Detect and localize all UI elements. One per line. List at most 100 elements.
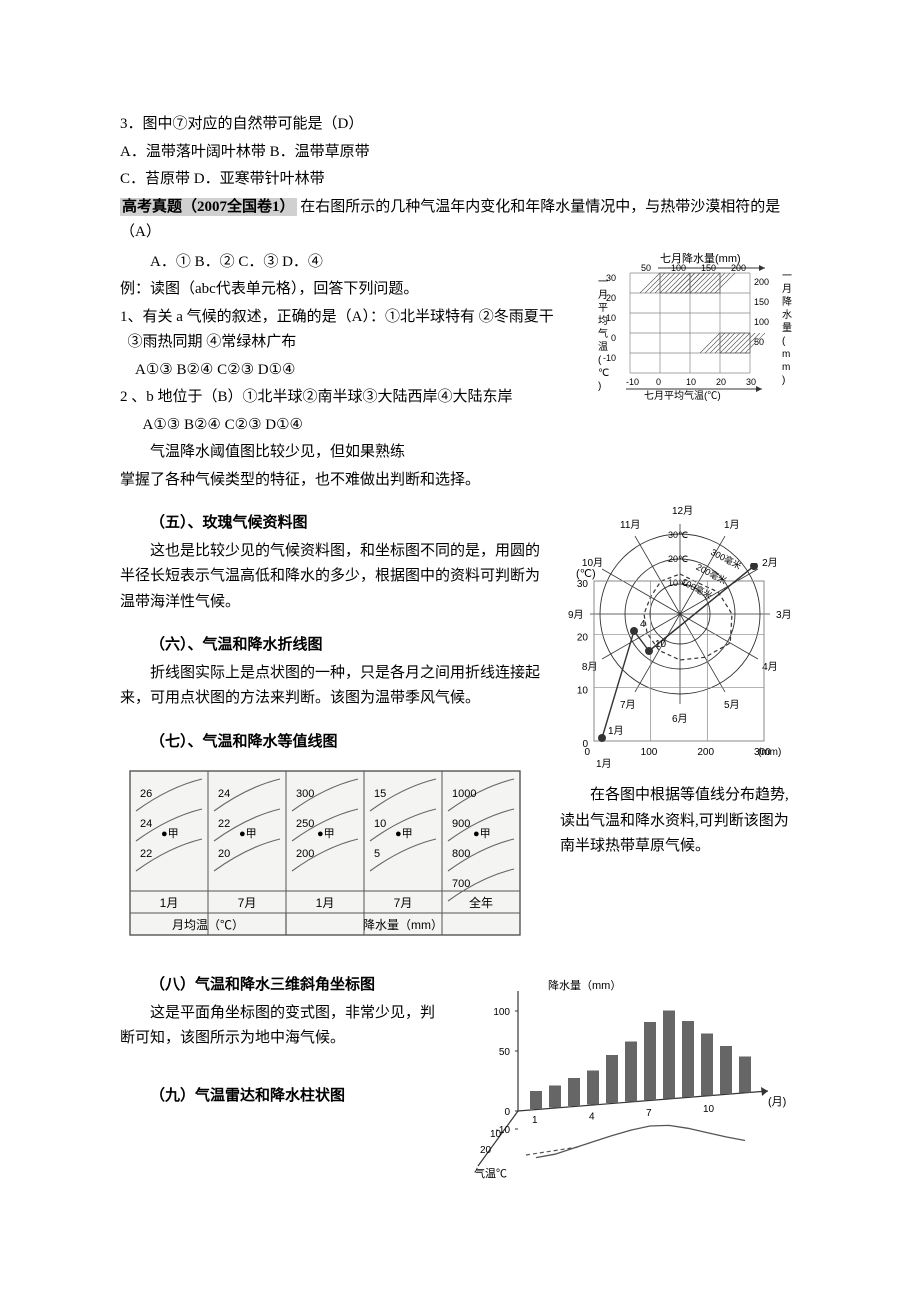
sec9-title: （九）气温雷达和降水柱状图 [120,1084,440,1110]
sec5-title: （五）、玫瑰气候资料图 [120,511,552,537]
svg-text:(月): (月) [768,1096,786,1108]
gaokao-opts: A．① B．② C．③ D．④ [120,250,572,276]
svg-text:100: 100 [493,1007,510,1018]
svg-text:4: 4 [589,1111,595,1122]
fig3-line-chart: (℃)3020100100200300(mm)1月410701月 [560,563,800,773]
svg-text:200: 200 [296,848,314,860]
q3-stem: 3．图中⑦对应的自然带可能是（D） [120,112,800,138]
svg-text:1月: 1月 [316,896,335,910]
svg-text:水: 水 [782,309,792,321]
svg-text:): ) [782,375,785,386]
svg-text:月均温（℃）: 月均温（℃） [172,918,244,932]
sec7-title: （七）、气温和降水等值线图 [120,730,552,756]
svg-text:10: 10 [374,818,386,830]
svg-text:10: 10 [655,639,667,650]
svg-text:30℃: 30℃ [668,530,688,540]
svg-text:20: 20 [218,848,230,860]
svg-text:10: 10 [577,686,589,697]
svg-text:15: 15 [374,788,386,800]
svg-text:24: 24 [140,818,152,830]
svg-text:●甲: ●甲 [473,828,491,840]
svg-text:4: 4 [640,619,646,630]
svg-text:量: 量 [782,322,792,334]
svg-text:26: 26 [140,788,152,800]
svg-text:22: 22 [218,818,230,830]
svg-text:七月平均气温(℃): 七月平均气温(℃) [644,389,721,402]
svg-text:): ) [598,381,601,392]
svg-text:50: 50 [754,337,764,347]
svg-text:0: 0 [584,747,590,758]
sec8-title: （八）气温和降水三维斜角坐标图 [120,973,440,999]
svg-text:气温℃: 气温℃ [474,1166,507,1180]
svg-text:100: 100 [754,317,769,327]
svg-text:1月: 1月 [608,725,624,737]
svg-text:1: 1 [532,1115,538,1126]
svg-text:250: 250 [296,818,314,830]
svg-text:●甲: ●甲 [161,828,179,840]
ex-note1: 气温降水阈值图比较少见，但如果熟练 [120,440,572,466]
svg-text:20: 20 [716,377,726,387]
svg-text:7月: 7月 [238,896,257,910]
svg-text:月: 月 [782,283,792,295]
sec7-right: 在各图中根据等值线分布趋势,读出气温和降水资料,可判断该图为南半球热带草原气候。 [560,783,800,860]
svg-text:温: 温 [598,341,608,353]
svg-text:(mm): (mm) [758,747,781,758]
svg-text:●甲: ●甲 [317,828,335,840]
svg-text:降水量（mm）: 降水量（mm） [548,978,621,992]
svg-text:200: 200 [754,277,769,287]
svg-text:7: 7 [760,563,766,565]
svg-text:气: 气 [598,327,608,340]
svg-text:22: 22 [140,848,152,860]
svg-text:10: 10 [686,377,696,387]
ex-q1-opts: A①③ B②④ C②③ D①④ [120,358,572,384]
svg-text:全年: 全年 [469,895,493,910]
sec6-p1: 折线图实际上是点状图的一种，只是各月之间用折线连接起来，可用点状图的方法来判断。… [120,661,552,712]
svg-text:30: 30 [746,377,756,387]
fig1-threshold-chart: 七月降水量(mm)501001502003020100-102001501005… [580,248,800,418]
svg-text:1000: 1000 [452,788,476,800]
svg-text:(: ( [782,336,786,347]
svg-text:50: 50 [641,263,651,273]
svg-text:200: 200 [731,263,746,273]
ex-q2: 2 、b 地位于（B）①北半球②南半球③大陆西岸④大陆东岸 [120,385,572,411]
svg-text:11月: 11月 [620,519,640,531]
svg-text:24: 24 [218,788,230,800]
svg-text:700: 700 [452,878,470,890]
svg-text:-10: -10 [603,353,616,363]
svg-text:0: 0 [611,333,616,343]
svg-text:℃: ℃ [598,368,609,379]
svg-text:m: m [782,362,790,373]
svg-text:1月: 1月 [160,896,179,910]
svg-text:●甲: ●甲 [239,828,257,840]
sec6-title: （六）、气温和降水折线图 [120,633,552,659]
svg-text:20: 20 [480,1145,492,1156]
ex-q1: 1、有关 a 气候的叙述，正确的是（A）：①北半球特有 ②冬雨夏干 ③雨热同期 … [120,305,572,356]
svg-text:800: 800 [452,848,470,860]
svg-text:一: 一 [598,277,608,288]
sec8-p1: 这是平面角坐标图的变式图，非常少见，判断可知，该图所示为地中海气候。 [120,1001,440,1052]
svg-text:10: 10 [490,1129,502,1140]
svg-text:200: 200 [697,747,714,758]
ex-q2-opts: A①③ B②④ C②③ D①④ [120,413,572,439]
svg-text:月: 月 [598,289,608,301]
fig5-3d-chart: 100500-10降水量（mm）14710(月)1020气温℃ [448,971,788,1191]
ex-intro: 例：读图（abc代表单元格），回答下列问题。 [120,277,572,303]
svg-text:(: ( [598,355,602,366]
svg-text:1月: 1月 [596,758,612,770]
svg-text:7: 7 [646,1108,652,1119]
gaokao-line: 高考真题（2007全国卷1） 在右图所示的几种气温年内变化和年降水量情况中，与热… [120,195,800,246]
svg-text:50: 50 [499,1047,511,1058]
svg-text:降水量（mm）: 降水量（mm） [363,918,443,932]
svg-text:100: 100 [641,747,658,758]
svg-text:平: 平 [598,303,608,314]
svg-text:0: 0 [504,1107,510,1118]
fig4-isoline-table: 1月7月1月7月全年月均温（℃）降水量（mm）262422●甲242220●甲3… [120,763,540,943]
q3-opt-cd: C．苔原带 D．亚寒带针叶林带 [120,167,800,193]
sec5-p1: 这也是比较少见的气候资料图，和坐标图不同的是，用圆的半径长短表示气温高低和降水的… [120,539,552,616]
svg-text:30: 30 [577,579,589,590]
svg-text:7月: 7月 [394,896,413,910]
svg-text:900: 900 [452,818,470,830]
svg-text:0: 0 [656,377,661,387]
svg-text:100: 100 [671,263,686,273]
ex-note2: 掌握了各种气候类型的特征，也不难做出判断和选择。 [120,468,572,494]
